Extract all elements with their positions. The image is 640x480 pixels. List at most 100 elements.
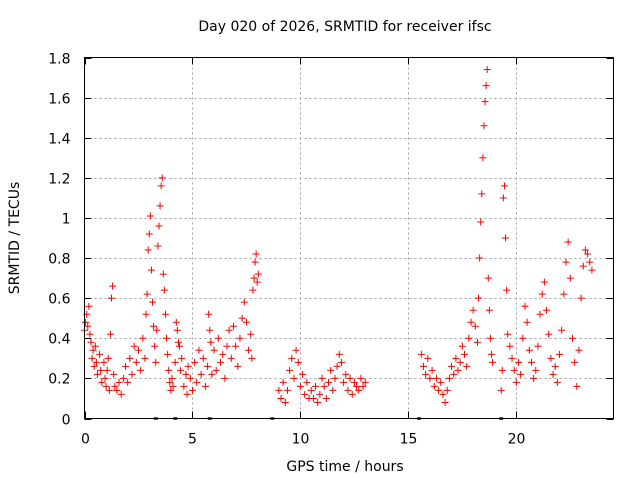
data-point bbox=[252, 250, 260, 258]
data-point bbox=[508, 354, 516, 362]
y-axis-label: SRMTID / TECUs bbox=[7, 182, 23, 295]
data-point bbox=[142, 310, 150, 318]
data-point bbox=[183, 390, 191, 398]
data-point bbox=[82, 318, 90, 326]
data-point bbox=[536, 310, 544, 318]
data-point bbox=[150, 322, 158, 330]
x-axis-label: GPS time / hours bbox=[286, 459, 403, 475]
data-point bbox=[141, 354, 149, 362]
data-point bbox=[327, 366, 335, 374]
data-point bbox=[210, 346, 218, 354]
data-point bbox=[113, 386, 121, 394]
data-point bbox=[477, 218, 485, 226]
data-point bbox=[290, 374, 298, 382]
data-point bbox=[158, 174, 166, 182]
plot-frame bbox=[84, 57, 614, 419]
data-point bbox=[527, 358, 535, 366]
data-point bbox=[579, 262, 587, 270]
grid-lines bbox=[84, 57, 614, 419]
data-point bbox=[553, 378, 561, 386]
chart-title: Day 020 of 2026, SRMTID for receiver ifs… bbox=[198, 19, 491, 35]
data-point bbox=[217, 358, 225, 366]
data-point bbox=[441, 398, 449, 406]
data-point bbox=[227, 354, 235, 362]
data-point bbox=[186, 374, 194, 382]
data-point bbox=[481, 98, 489, 106]
data-point bbox=[156, 202, 164, 210]
data-point bbox=[562, 258, 570, 266]
data-point bbox=[174, 338, 182, 346]
data-point bbox=[111, 382, 119, 390]
x-tick-labels: 0 5 10 15 20 bbox=[81, 432, 525, 448]
data-point bbox=[109, 282, 117, 290]
data-point bbox=[549, 370, 557, 378]
data-point bbox=[117, 390, 125, 398]
data-point bbox=[134, 346, 142, 354]
data-point bbox=[333, 362, 341, 370]
y-tick-label: 1.4 bbox=[48, 132, 70, 148]
data-point bbox=[147, 266, 155, 274]
data-point bbox=[292, 346, 300, 354]
data-point bbox=[173, 326, 181, 334]
data-point bbox=[86, 330, 94, 338]
data-point bbox=[144, 246, 152, 254]
data-point bbox=[499, 194, 507, 202]
data-point bbox=[348, 390, 356, 398]
data-point bbox=[335, 350, 343, 358]
y-tick-label: 1.8 bbox=[48, 52, 70, 68]
data-point bbox=[566, 274, 574, 282]
data-point bbox=[96, 350, 104, 358]
data-point bbox=[163, 334, 171, 342]
data-point bbox=[584, 250, 592, 258]
data-point bbox=[159, 270, 167, 278]
data-point bbox=[475, 294, 483, 302]
data-point bbox=[145, 230, 153, 238]
data-point bbox=[498, 366, 506, 374]
data-point bbox=[85, 302, 93, 310]
y-tick-label: 1.2 bbox=[48, 172, 70, 188]
data-point bbox=[188, 386, 196, 394]
data-point bbox=[229, 322, 237, 330]
data-point bbox=[249, 286, 257, 294]
y-tick-label: 1 bbox=[62, 212, 71, 228]
data-point bbox=[571, 358, 579, 366]
data-point bbox=[461, 350, 469, 358]
data-point bbox=[164, 350, 172, 358]
data-point bbox=[191, 358, 199, 366]
data-point bbox=[286, 366, 294, 374]
data-point bbox=[301, 390, 309, 398]
data-point bbox=[160, 286, 168, 294]
data-point bbox=[573, 382, 581, 390]
data-point bbox=[105, 386, 113, 394]
data-point bbox=[547, 354, 555, 362]
data-point bbox=[426, 374, 434, 382]
data-point bbox=[443, 386, 451, 394]
data-point bbox=[344, 386, 352, 394]
x-tick-label: 0 bbox=[81, 432, 90, 448]
data-point bbox=[154, 242, 162, 250]
data-point bbox=[316, 390, 324, 398]
data-point bbox=[577, 294, 585, 302]
data-point bbox=[588, 266, 596, 274]
data-point bbox=[586, 258, 594, 266]
data-point bbox=[88, 354, 96, 362]
data-point bbox=[167, 386, 175, 394]
data-point bbox=[242, 318, 250, 326]
data-point bbox=[130, 342, 138, 350]
data-point bbox=[288, 354, 296, 362]
data-point bbox=[419, 362, 427, 370]
data-point bbox=[435, 386, 443, 394]
data-point bbox=[294, 358, 302, 366]
data-point bbox=[497, 386, 505, 394]
data-point bbox=[473, 338, 481, 346]
data-point bbox=[115, 378, 123, 386]
data-point bbox=[530, 374, 538, 382]
data-point bbox=[465, 334, 473, 342]
data-point bbox=[324, 378, 332, 386]
data-point bbox=[89, 346, 97, 354]
data-point bbox=[312, 382, 320, 390]
data-point bbox=[122, 362, 130, 370]
data-point bbox=[428, 366, 436, 374]
data-point bbox=[84, 322, 92, 330]
data-point bbox=[337, 358, 345, 366]
